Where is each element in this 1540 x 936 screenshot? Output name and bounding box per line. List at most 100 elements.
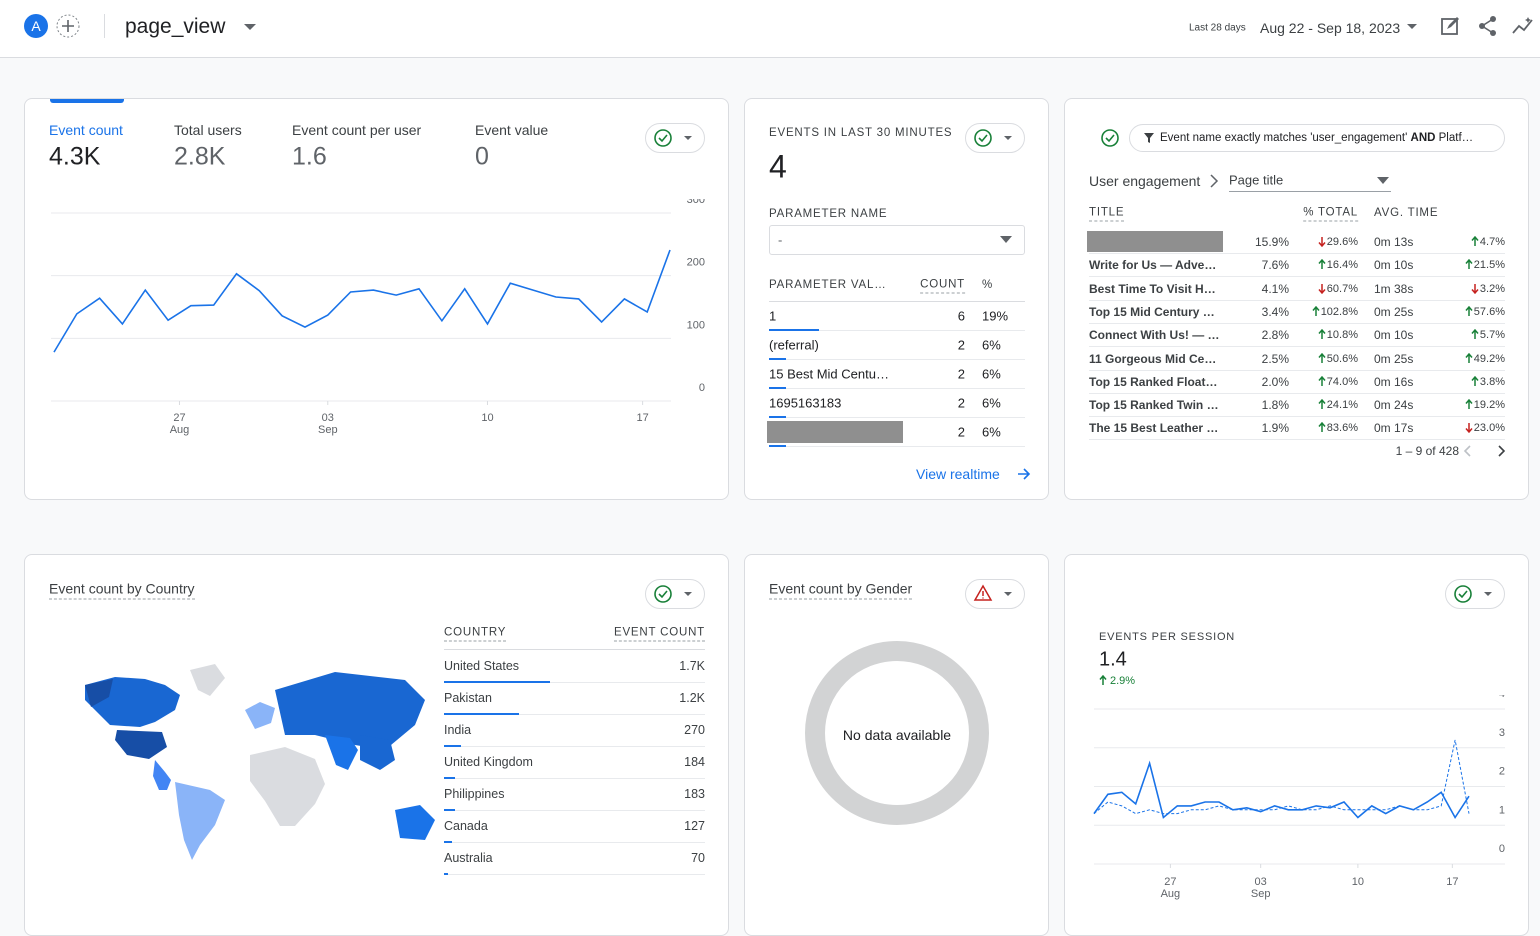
change-arrow-up	[1312, 305, 1320, 316]
count-bar	[444, 777, 456, 779]
avg-time: 0m 13s	[1374, 235, 1414, 249]
series-line	[53, 249, 671, 353]
param-value: 1695163183	[769, 395, 842, 411]
date-range[interactable]: Aug 22 - Sep 18, 2023	[1260, 20, 1401, 36]
date-dropdown[interactable]	[1406, 23, 1418, 31]
avatar[interactable]: A	[24, 14, 48, 38]
x-tick-label: 17	[1446, 876, 1458, 888]
count-bar	[769, 445, 786, 447]
change-arrow-up	[1318, 352, 1326, 363]
card-title: Event count by Country	[49, 581, 195, 600]
change-value: 74.0%	[1326, 375, 1358, 388]
count: 2	[957, 366, 965, 382]
card-title: Event count by Gender	[769, 581, 913, 600]
change-arrow-down	[1465, 423, 1473, 434]
share: 4.1%	[1261, 281, 1289, 296]
map-region	[250, 747, 325, 826]
param-value: (referral)	[769, 337, 819, 353]
change-arrow-down	[1471, 283, 1479, 294]
param-value: 1	[769, 308, 777, 324]
x-tick-sublabel: Aug	[170, 424, 190, 436]
pages-card: Event name exactly matches 'user_engagem…	[1064, 98, 1529, 500]
metric-value: 0	[475, 142, 489, 171]
row-divider	[1089, 416, 1505, 418]
x-tick-label: 10	[1352, 876, 1364, 888]
status-pill[interactable]	[645, 123, 705, 153]
row-divider	[769, 388, 1025, 389]
row-divider	[769, 330, 1025, 331]
y-tick-label: 3	[1499, 727, 1505, 739]
y-tick-label: 1	[1499, 804, 1505, 816]
status-pill[interactable]	[965, 123, 1025, 153]
row-divider	[1089, 276, 1505, 278]
count: 6	[957, 308, 965, 324]
gender-card: Event count by Gender No data available	[744, 554, 1049, 936]
row-divider	[444, 874, 705, 875]
arrow-icon[interactable]	[1017, 467, 1031, 481]
redacted	[767, 421, 903, 443]
row-divider	[1089, 369, 1505, 371]
share: 15.9%	[1254, 235, 1289, 249]
change-value: 3.8%	[1479, 375, 1505, 388]
change-value: 5.7%	[1479, 329, 1505, 342]
share: 7.6%	[1261, 258, 1289, 273]
column-header: COUNT	[920, 279, 965, 294]
prev-page[interactable]	[1461, 444, 1475, 458]
view-realtime-link[interactable]: View realtime	[916, 466, 1000, 482]
status-pill[interactable]	[965, 579, 1025, 609]
page-title: Write for Us — Adve…	[1089, 258, 1217, 273]
next-page[interactable]	[1494, 444, 1508, 458]
count-bar	[769, 358, 786, 360]
column-header: %	[982, 279, 994, 291]
empty-donut	[805, 641, 989, 825]
title-dropdown[interactable]	[243, 22, 257, 32]
share: 2.5%	[1261, 351, 1289, 366]
filter-chip[interactable]: Event name exactly matches 'user_engagem…	[1129, 124, 1505, 152]
status-pill[interactable]	[1445, 579, 1505, 609]
change-arrow-up	[1318, 329, 1326, 340]
filter-operator: AND	[1410, 132, 1436, 144]
dimension-select[interactable]: Page title	[1229, 169, 1391, 192]
x-tick-label: 27	[1164, 876, 1176, 888]
avg-time: 0m 25s	[1374, 351, 1414, 366]
avg-time: 0m 10s	[1374, 328, 1414, 343]
country: India	[444, 723, 472, 737]
count: 2	[957, 395, 965, 411]
change-arrow-up	[1471, 329, 1479, 340]
map-region	[175, 782, 225, 860]
share-icon[interactable]	[1477, 15, 1499, 37]
event-count: 1.2K	[679, 691, 705, 705]
metric-value: 1.4	[1099, 648, 1127, 671]
count-bar	[769, 416, 786, 418]
avg-time: 0m 17s	[1374, 421, 1414, 436]
metric-label: Total users	[174, 122, 242, 138]
event-count: 1.7K	[679, 659, 705, 673]
param-select[interactable]: -	[769, 225, 1025, 255]
edit-icon[interactable]	[1440, 15, 1462, 37]
country-card: Event count by Country COUNTRY EVENT COU…	[24, 554, 729, 936]
change-value: 23.0%	[1473, 422, 1505, 435]
filter-prefix: Event name exactly matches 'user_engagem…	[1160, 132, 1408, 144]
page-title: 11 Gorgeous Mid Ce…	[1089, 351, 1217, 366]
realtime-title: EVENTS IN LAST 30 MINUTES	[769, 127, 953, 139]
row-divider	[444, 682, 705, 683]
change-arrow-up	[1099, 675, 1107, 685]
status-pill[interactable]	[645, 579, 705, 609]
change-value: 29.6%	[1326, 236, 1358, 248]
active-tab-indicator	[50, 99, 124, 103]
add-comparison[interactable]	[55, 13, 81, 39]
y-tick-label: 4	[1499, 695, 1505, 700]
avg-time: 0m 16s	[1374, 374, 1414, 389]
metric-value: 2.8K	[174, 142, 226, 171]
change-value: 3.2%	[1479, 282, 1505, 295]
row-divider	[1089, 346, 1505, 348]
change-arrow-up	[1471, 375, 1479, 386]
change-arrow-down	[1318, 283, 1326, 294]
change-arrow-up	[1318, 399, 1326, 410]
metric-label: Event count per user	[292, 122, 422, 138]
filter-suffix: Platf…	[1438, 132, 1474, 144]
event-count: 183	[684, 787, 705, 801]
insights-icon[interactable]	[1511, 15, 1535, 37]
change-value: 19.2%	[1473, 399, 1505, 412]
